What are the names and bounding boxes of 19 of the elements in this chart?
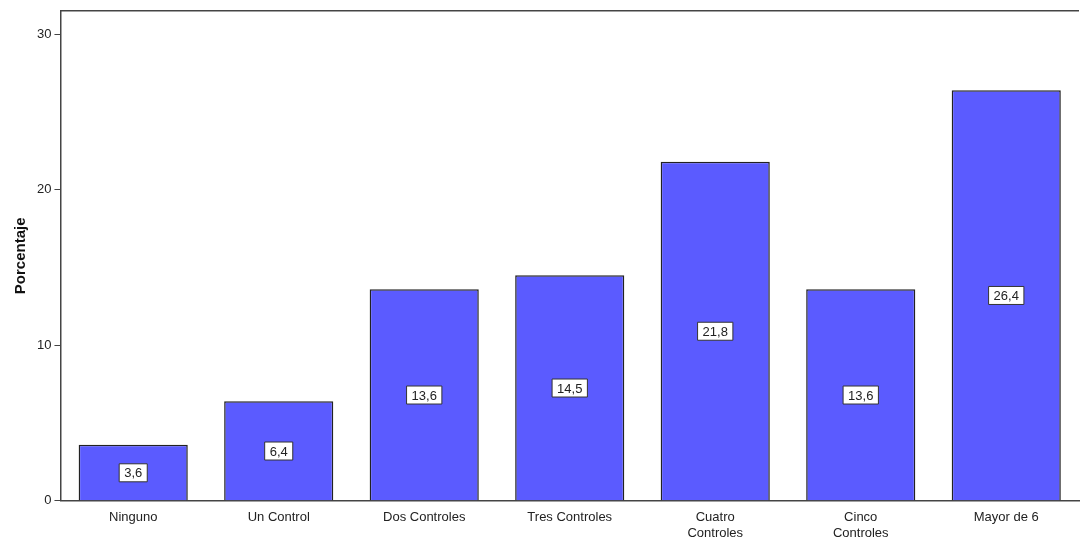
- y-tick-label: 20: [36, 181, 52, 197]
- data-label: 26,4: [993, 288, 1019, 304]
- data-label: 3,6: [124, 465, 143, 481]
- data-label: 6,4: [269, 443, 288, 459]
- data-label: 21,8: [702, 323, 728, 339]
- data-label: 13,6: [848, 387, 874, 403]
- x-tick-label: Mayor de 6: [973, 509, 1039, 525]
- data-label: 14,5: [557, 380, 583, 396]
- data-label: 13,6: [411, 387, 437, 403]
- x-tick-label: Ninguno: [108, 509, 158, 525]
- x-tick-label: Dos Controles: [383, 509, 466, 525]
- x-tick-label: Un Control: [247, 509, 310, 525]
- y-tick-label: 0: [44, 492, 52, 508]
- y-tick-label: 10: [36, 336, 52, 352]
- x-tick-label: Tres Controles: [527, 509, 613, 525]
- x-tick-label: Cinco Controles: [832, 509, 890, 540]
- y-tick-label: 30: [36, 25, 52, 41]
- x-tick-label: Cuatro Controles: [687, 509, 744, 540]
- y-axis-title: Porcentaje: [11, 217, 29, 295]
